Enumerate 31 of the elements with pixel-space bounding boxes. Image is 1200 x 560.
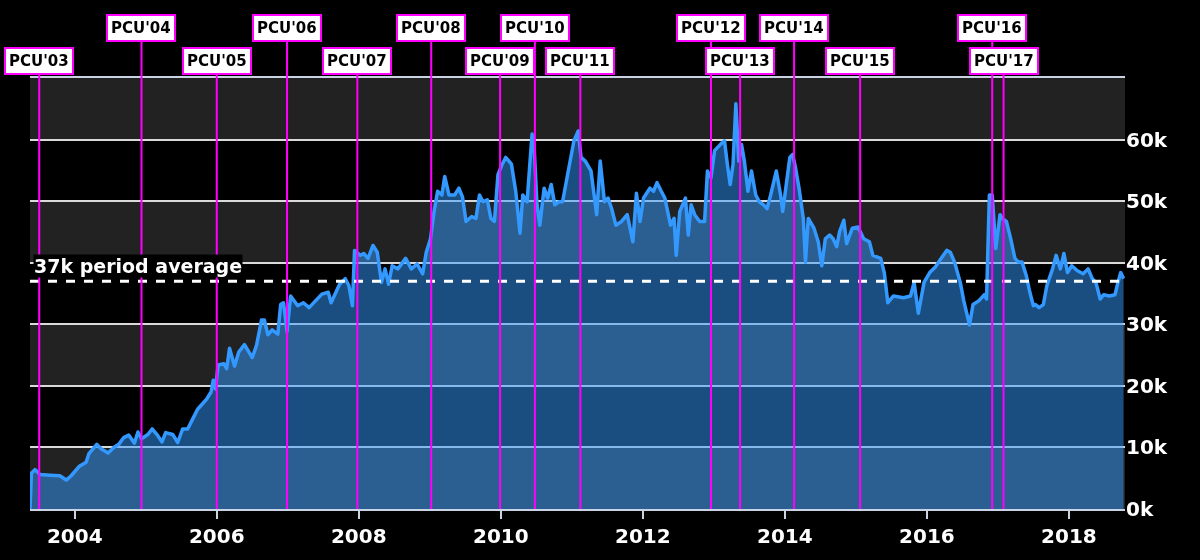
y-tick-label: 60k bbox=[1126, 127, 1168, 152]
ref-line-label: PCU'03 bbox=[9, 52, 69, 70]
x-tick-label: 2018 bbox=[1041, 524, 1097, 548]
y-tick-label: 20k bbox=[1126, 373, 1168, 398]
ref-line-label: PCU'08 bbox=[401, 19, 461, 37]
ref-line-label: PCU'17 bbox=[974, 52, 1034, 70]
ref-line-label: PCU'13 bbox=[710, 52, 770, 70]
y-tick-label: 30k bbox=[1126, 312, 1168, 337]
ref-line-label: PCU'07 bbox=[327, 52, 387, 70]
x-tick-label: 2010 bbox=[472, 524, 529, 548]
ref-line-label: PCU'14 bbox=[764, 19, 824, 37]
x-tick-label: 2006 bbox=[188, 524, 245, 548]
ref-line-label: PCU'16 bbox=[962, 19, 1022, 37]
ref-line-label: PCU'09 bbox=[470, 52, 530, 70]
ref-line-label: PCU'15 bbox=[830, 52, 890, 70]
ref-line-label: PCU'06 bbox=[257, 19, 317, 37]
ref-line-label: PCU'11 bbox=[550, 52, 610, 70]
y-tick-label: 10k bbox=[1126, 435, 1168, 460]
ref-line-label: PCU'12 bbox=[681, 19, 741, 37]
ref-line-label: PCU'04 bbox=[111, 19, 171, 37]
x-tick-label: 2016 bbox=[899, 524, 955, 548]
y-tick-label: 0k bbox=[1126, 497, 1154, 521]
x-tick-label: 2012 bbox=[614, 524, 671, 548]
ref-line-label: 37k period average bbox=[34, 255, 243, 277]
x-tick-label: 2008 bbox=[330, 524, 387, 548]
ref-line-label: PCU'05 bbox=[187, 52, 247, 70]
ref-line-label: PCU'10 bbox=[505, 19, 565, 37]
x-tick-label: 2014 bbox=[757, 524, 813, 548]
x-tick-label: 2004 bbox=[46, 524, 103, 548]
y-tick-label: 50k bbox=[1126, 189, 1168, 214]
y-tick-label: 40k bbox=[1126, 250, 1168, 275]
